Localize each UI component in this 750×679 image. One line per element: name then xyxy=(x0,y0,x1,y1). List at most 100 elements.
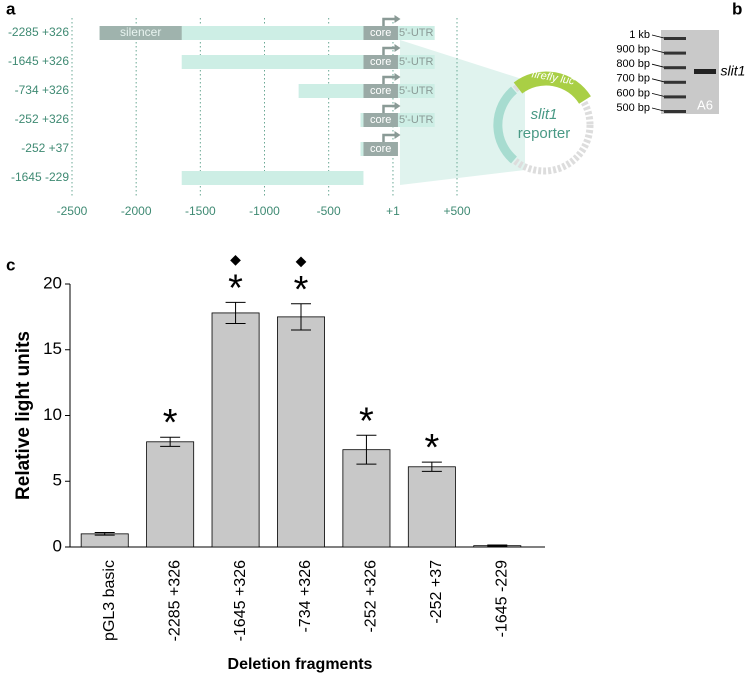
tss-arrowhead xyxy=(394,44,401,52)
y-tick-label: 10 xyxy=(43,405,62,424)
gene-label: slit1 xyxy=(531,106,558,123)
core xyxy=(363,55,398,69)
promoter-arc xyxy=(493,86,518,164)
error-bar xyxy=(160,436,181,447)
y-tick-label: 5 xyxy=(53,471,62,490)
significance-star: * xyxy=(424,427,439,469)
tss-arrow xyxy=(382,17,396,26)
ladder-band xyxy=(664,95,686,99)
x-tick-label: -252 +326 xyxy=(363,560,380,633)
core-label: core xyxy=(370,143,391,155)
significance-star: * xyxy=(359,400,374,442)
luc-arc xyxy=(513,71,591,105)
ladder-pointer xyxy=(651,107,665,112)
core-label: core xyxy=(370,114,391,126)
construct-bar xyxy=(99,26,435,40)
bar xyxy=(211,312,260,548)
tss-arrow xyxy=(382,75,396,84)
ladder-pointer xyxy=(651,34,665,39)
core xyxy=(363,84,398,98)
x-tick-label: -734 +326 xyxy=(297,560,314,633)
utr-label: 5'-UTR xyxy=(399,56,434,68)
significance-star: * xyxy=(163,402,178,444)
ladder-band xyxy=(664,37,686,40)
bar xyxy=(80,533,129,548)
error-bar xyxy=(421,461,442,472)
x-tick-label: -2000 xyxy=(121,204,152,218)
construct-label: -1645 -229 xyxy=(11,170,69,184)
x-tick-label: -500 xyxy=(317,204,341,218)
silencer xyxy=(99,26,182,40)
x-tick-label: +1 xyxy=(386,204,400,218)
ladder-band xyxy=(664,66,686,70)
x-tick-label: -1500 xyxy=(185,204,216,218)
ladder-label: 600 bp xyxy=(616,87,650,99)
zoom-wedge xyxy=(400,40,525,185)
significance-diamond: ◆ xyxy=(296,252,307,268)
ladder-band xyxy=(664,80,686,84)
tss-arrowhead xyxy=(394,73,401,81)
tss-arrow xyxy=(382,46,396,55)
panel-label: a xyxy=(6,0,16,18)
error-bar xyxy=(225,301,246,324)
ladder-label: 900 bp xyxy=(616,44,650,56)
tss-arrowhead xyxy=(394,15,401,23)
construct-label: -734 +326 xyxy=(15,83,70,97)
x-tick-label: -2285 +326 xyxy=(166,560,183,642)
band-label: slit1 xyxy=(721,63,746,79)
bar xyxy=(407,466,456,548)
significance-star: * xyxy=(294,269,309,311)
sample-band xyxy=(694,69,716,74)
tss-arrow xyxy=(382,133,396,142)
construct-label: -252 +37 xyxy=(21,141,69,155)
ladder-label: 700 bp xyxy=(616,73,650,85)
ladder-label: 1 kb xyxy=(629,29,650,41)
x-tick-label: -1000 xyxy=(249,204,280,218)
lane-label: A6 xyxy=(697,97,713,112)
panel-label: b xyxy=(732,0,742,18)
core-label: core xyxy=(370,27,391,39)
x-tick-label: -252 +37 xyxy=(428,560,445,624)
significance-diamond: ◆ xyxy=(230,251,241,267)
tss-arrowhead xyxy=(394,131,401,139)
core xyxy=(363,142,398,156)
ladder-pointer xyxy=(651,49,665,53)
tss-arrowhead xyxy=(394,102,401,110)
reporter-label: reporter xyxy=(518,125,571,142)
core xyxy=(363,113,398,127)
ladder-pointer xyxy=(651,78,665,83)
error-bar xyxy=(487,544,508,547)
y-tick-label: 20 xyxy=(43,273,62,292)
error-bar xyxy=(291,303,311,331)
construct-label: -252 +326 xyxy=(15,112,70,126)
ladder-label: 800 bp xyxy=(616,58,650,70)
tss-arrow xyxy=(382,104,396,113)
utr-label: 5'-UTR xyxy=(399,27,434,39)
construct-bar xyxy=(181,171,364,185)
bar xyxy=(146,441,195,548)
x-tick-label: +500 xyxy=(443,204,470,218)
silencer-label: silencer xyxy=(120,25,161,39)
utr-label: 5'-UTR xyxy=(399,85,434,97)
core-label: core xyxy=(370,56,391,68)
ladder-band xyxy=(664,110,686,113)
x-axis-label: Deletion fragments xyxy=(228,656,373,673)
core xyxy=(363,26,398,40)
error-bar xyxy=(356,434,377,465)
utr-label: 5'-UTR xyxy=(399,114,434,126)
x-tick-label: -1645 -229 xyxy=(494,560,511,637)
ladder-band xyxy=(664,51,686,55)
core-label: core xyxy=(370,85,391,97)
ladder-pointer xyxy=(651,63,665,68)
significance-star: * xyxy=(228,267,243,309)
ladder-label: 500 bp xyxy=(616,102,650,114)
bar xyxy=(342,449,391,548)
x-tick-label: -2500 xyxy=(57,204,88,218)
x-tick-label: pGL3 basic xyxy=(101,560,118,641)
y-tick-label: 15 xyxy=(43,339,62,358)
error-bar xyxy=(94,532,115,536)
y-tick-label: 0 xyxy=(53,536,62,555)
panel-label: c xyxy=(6,255,15,274)
construct-label: -1645 +326 xyxy=(8,54,69,68)
